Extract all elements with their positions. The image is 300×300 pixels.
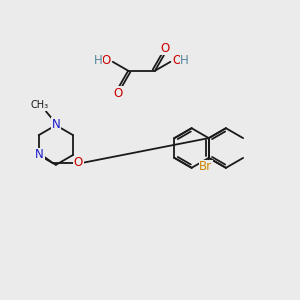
Text: H: H (94, 54, 103, 67)
Text: N: N (52, 118, 60, 131)
Text: O: O (74, 156, 83, 170)
Text: O: O (160, 42, 170, 55)
Text: O: O (172, 54, 182, 67)
Text: O: O (114, 87, 123, 100)
Text: N: N (35, 148, 44, 161)
Text: H: H (180, 54, 189, 67)
Text: Br: Br (199, 160, 212, 173)
Text: CH₃: CH₃ (31, 100, 49, 110)
Text: O: O (101, 54, 111, 67)
